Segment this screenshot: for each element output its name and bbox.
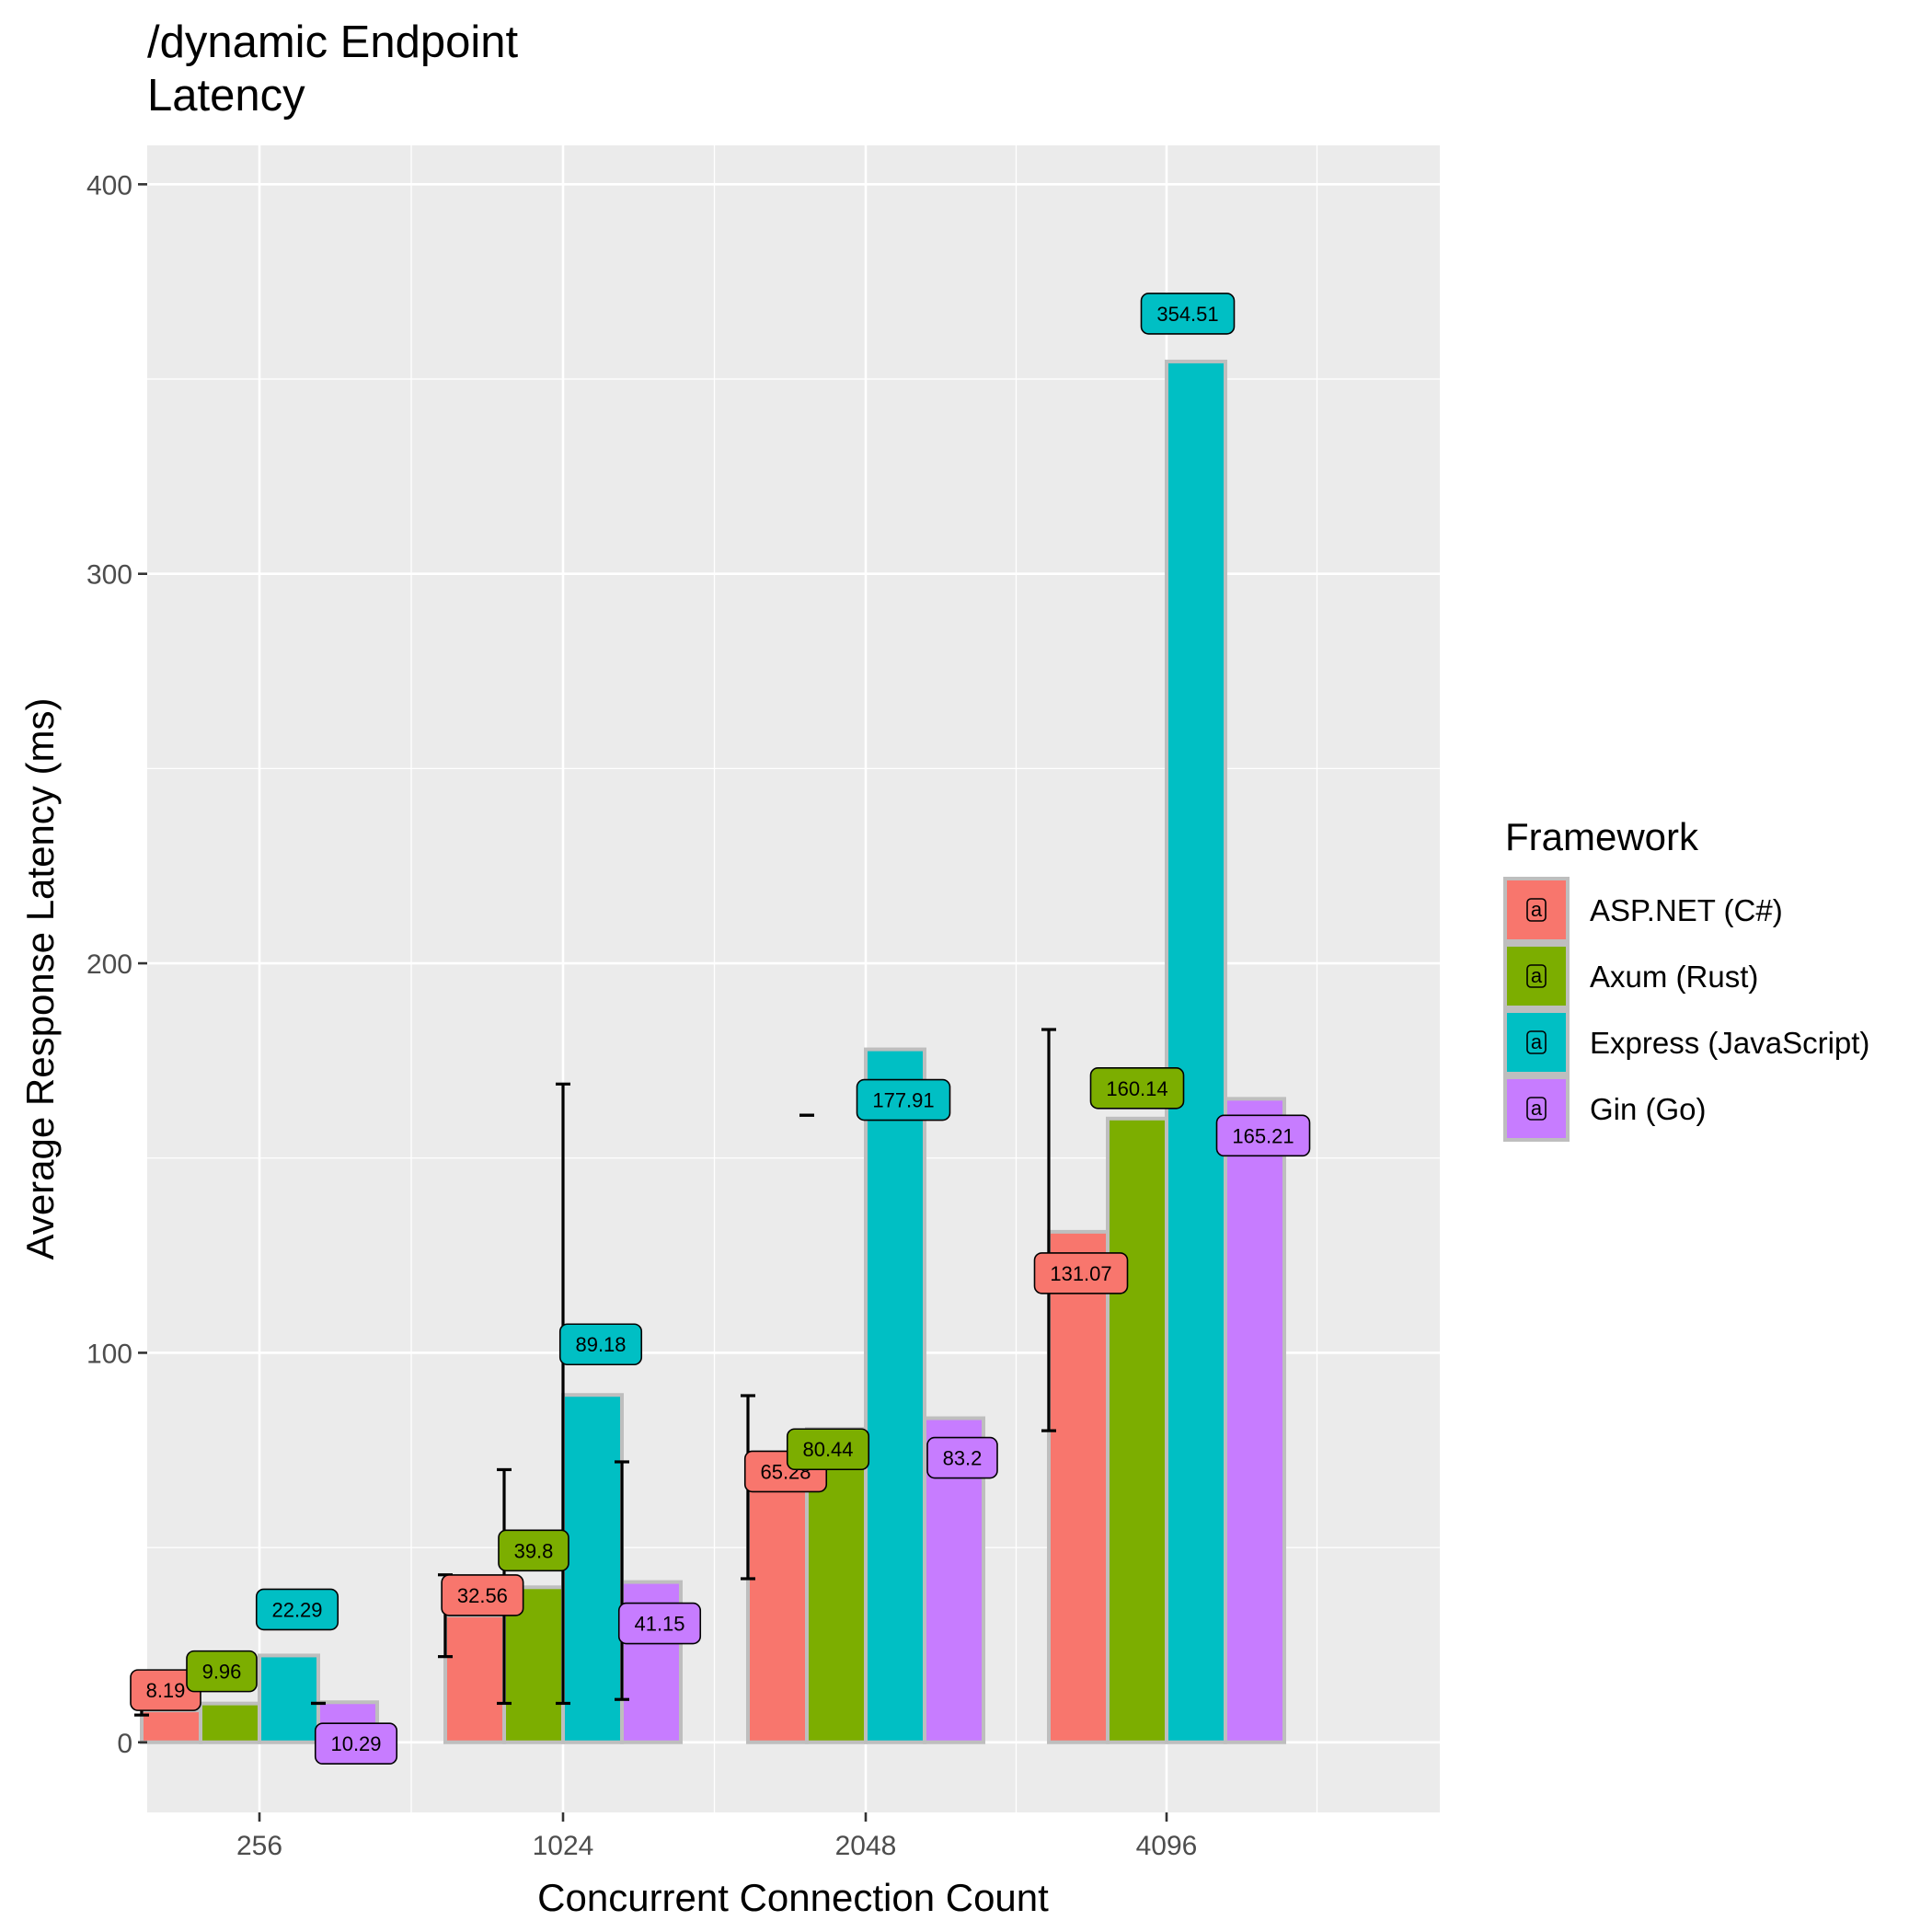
data-label-gin-go-256: 10.29 [314, 1722, 398, 1765]
data-label-text: 39.8 [514, 1539, 554, 1562]
y-tick-label: 300 [86, 560, 132, 591]
bar-asp-net-c-1024 [443, 1613, 506, 1744]
data-labels: 8.1932.5665.28131.079.9639.880.44160.142… [130, 293, 1311, 1765]
data-label-axum-rust-2048: 80.44 [786, 1428, 870, 1471]
x-tick-label: 256 [236, 1831, 282, 1861]
errorbar-express-javascript-1024 [556, 1082, 570, 1706]
data-label-text: 41.15 [634, 1613, 684, 1636]
bar-axum-rust-256 [199, 1701, 261, 1744]
y-tick-label: 100 [86, 1339, 132, 1369]
data-label-text: 80.44 [802, 1438, 853, 1461]
errorbar-gin-go-1024 [615, 1460, 629, 1701]
chart-title-line2: Latency [147, 71, 305, 121]
legend-item-axum-rust: a Axum (Rust) [1503, 943, 1758, 1009]
bar-asp-net-c-256 [140, 1708, 202, 1744]
legend-key [1503, 877, 1570, 943]
data-label-express-javascript-1024: 89.18 [558, 1323, 643, 1366]
y-axis-title: Average Response Latency (ms) [18, 698, 62, 1260]
legend-key [1503, 1075, 1570, 1142]
x-axis-title: Concurrent Connection Count [537, 1876, 1049, 1919]
legend-item-express-javascript: a Express (JavaScript) [1503, 1009, 1869, 1075]
legend-key [1503, 943, 1570, 1009]
data-label-express-javascript-2048: 177.91 [856, 1078, 951, 1121]
error-bars [134, 1028, 1056, 1717]
data-label-text: 131.07 [1050, 1262, 1111, 1285]
chart-title: /dynamic Endpoint Latency [147, 17, 531, 121]
data-label-text: 177.91 [872, 1089, 934, 1112]
bar-asp-net-c-2048 [746, 1486, 809, 1744]
errorbar-asp-net-c-4096 [1041, 1028, 1056, 1432]
legend-key [1503, 1009, 1570, 1075]
x-tick-label: 2048 [835, 1831, 897, 1861]
legend-key-glyph-letter: a [1531, 1030, 1543, 1053]
y-tick-label: 0 [117, 1729, 132, 1759]
data-label-gin-go-2048: 83.2 [926, 1436, 998, 1479]
data-label-asp-net-c-256: 8.19 [130, 1669, 201, 1711]
data-label-axum-rust-256: 9.96 [186, 1650, 258, 1693]
legend-label: Express (JavaScript) [1590, 1026, 1869, 1060]
legend-key-glyph-letter: a [1531, 1097, 1543, 1120]
data-label-gin-go-4096: 165.21 [1215, 1114, 1311, 1157]
chart-title-line1: /dynamic Endpoint [147, 17, 519, 67]
data-label-express-javascript-4096: 354.51 [1140, 293, 1236, 335]
data-label-asp-net-c-4096: 131.07 [1033, 1252, 1129, 1294]
legend-key-glyph [1526, 964, 1547, 988]
bar-express-javascript-256 [258, 1653, 320, 1744]
data-label-gin-go-1024: 41.15 [617, 1602, 702, 1645]
y-tick-label: 200 [86, 949, 132, 980]
legend-key-glyph [1526, 898, 1547, 922]
data-label-text: 8.19 [146, 1679, 186, 1702]
data-label-express-javascript-256: 22.29 [255, 1588, 339, 1631]
data-label-axum-rust-1024: 39.8 [498, 1529, 569, 1572]
bars [140, 359, 1286, 1744]
x-tick-label: 4096 [1136, 1831, 1198, 1861]
data-label-text: 165.21 [1232, 1124, 1294, 1147]
data-label-text: 83.2 [943, 1447, 983, 1470]
data-label-text: 89.18 [575, 1333, 626, 1356]
legend-key-glyph [1526, 1030, 1547, 1054]
bar-asp-net-c-4096 [1047, 1229, 1110, 1744]
legend-label: Gin (Go) [1590, 1092, 1707, 1126]
data-label-text: 9.96 [202, 1661, 242, 1684]
data-label-axum-rust-4096: 160.14 [1089, 1067, 1185, 1110]
legend-item-gin-go: a Gin (Go) [1503, 1075, 1707, 1142]
bar-express-javascript-1024 [561, 1393, 624, 1744]
legend-label: Axum (Rust) [1590, 960, 1758, 994]
legend-key-glyph-letter: a [1531, 964, 1543, 987]
data-label-text: 354.51 [1156, 303, 1218, 326]
legend: Framework a ASP.NET (C#) a Axum (Rust) a Expr… [1503, 815, 1869, 1142]
axes: 0 100 200 300 400 256 1024 2048 4096 [86, 170, 1197, 1861]
bar-express-javascript-2048 [864, 1047, 926, 1744]
legend-key-glyph-letter: a [1531, 898, 1543, 921]
legend-title: Framework [1505, 815, 1699, 858]
y-tick-label: 400 [86, 170, 132, 201]
bar-gin-go-4096 [1224, 1097, 1286, 1744]
bar-express-javascript-4096 [1165, 359, 1227, 1744]
legend-key-glyph [1526, 1097, 1547, 1121]
data-label-text: 32.56 [457, 1584, 508, 1607]
x-tick-label: 1024 [533, 1831, 594, 1861]
data-label-text: 10.29 [330, 1732, 381, 1755]
legend-label: ASP.NET (C#) [1590, 893, 1783, 927]
data-label-asp-net-c-1024: 32.56 [441, 1574, 524, 1616]
data-label-text: 160.14 [1106, 1077, 1167, 1100]
legend-item-asp-net-c: a ASP.NET (C#) [1503, 877, 1783, 943]
bar-axum-rust-4096 [1106, 1116, 1168, 1744]
data-label-text: 22.29 [271, 1598, 322, 1621]
